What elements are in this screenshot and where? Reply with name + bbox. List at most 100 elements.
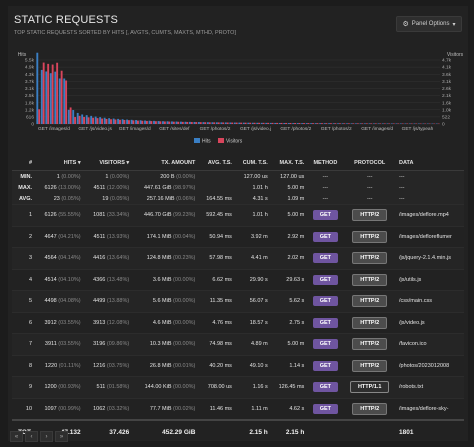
table-row[interactable]: 6 3912 (03.55%) 3913 (12.08%) 4.6 MiB (00.0… (12, 311, 464, 334)
table-row[interactable]: 10 1097 (00.99%) 1062 (03.32%) 77.7 MiB (00… (12, 397, 464, 420)
visitors-bar (78, 115, 81, 124)
hits-bar (229, 122, 232, 124)
method-badge: GET (312, 231, 339, 242)
data-cell[interactable]: /js/video.js (395, 311, 464, 334)
visitors-bar (132, 120, 135, 124)
hits-bar (148, 120, 151, 124)
x-axis-label: GET /images/d (119, 126, 151, 132)
visitors-bar (114, 119, 117, 124)
table-row[interactable]: 9 1200 (00.93%) 511 (01.58%) 144.00 KiB (00… (12, 376, 464, 398)
protocol-badge: HTTP/2 (352, 316, 388, 329)
hits-bar (328, 123, 331, 124)
method-cell: GET (307, 311, 344, 334)
last-page-button[interactable]: » (55, 431, 68, 442)
hits-bar (67, 109, 70, 124)
hits-cell: 3912 (03.55%) (35, 311, 84, 334)
hits-bar (40, 69, 43, 124)
table-row[interactable]: 2 4647 (04.21%) 4511 (13.93%) 174.1 MiB (00… (12, 225, 464, 248)
method-cell: GET (307, 290, 344, 312)
visitors-bar (42, 62, 45, 124)
column-header-max-ts[interactable]: MAX. T.S. (270, 156, 308, 171)
data-cell[interactable]: /js/utils.js (395, 268, 464, 291)
column-header-tx-amount[interactable]: TX. AMOUNT (132, 156, 199, 171)
column-header-protocol[interactable]: PROTOCOL (343, 156, 396, 171)
visitors-bar (123, 119, 126, 124)
x-axis-label: GET /js/video.js (78, 126, 112, 132)
visitors-bar (330, 123, 332, 124)
hits-bar (319, 123, 322, 124)
table-row[interactable]: 8 1220 (01.11%) 1216 (03.75%) 26.8 MiB (00.… (12, 354, 464, 377)
method-cell: --- (307, 193, 344, 205)
protocol-cell: HTTP/2 (343, 247, 396, 269)
right-tick-label: 4.1k (442, 65, 452, 71)
visitors-bar (145, 120, 148, 124)
visitors-bar (303, 123, 305, 124)
column-header-method[interactable]: METHOD (307, 156, 344, 171)
panel-subtitle: TOP STATIC REQUESTS SORTED BY HITS [, AV… (14, 30, 236, 36)
cum-ts-cell: 49.10 s (234, 354, 271, 377)
avg-ts-cell: 11.46 ms (198, 397, 235, 420)
hits-bar (193, 121, 196, 124)
column-header-cum-ts[interactable]: CUM. T.S. (234, 156, 271, 171)
data-cell[interactable]: /photos/2023012008 (395, 354, 464, 377)
data-cell[interactable]: /images/deflore.mp4 (395, 204, 464, 226)
column-header-data[interactable]: DATA (395, 156, 464, 171)
max-ts-cell: 1.14 s (270, 354, 308, 377)
panel-options-button[interactable]: ⚙ Panel Options ▾ (396, 16, 462, 32)
visitors-bar (128, 120, 130, 124)
method-cell: GET (307, 397, 344, 420)
column-header-rank[interactable]: # (12, 156, 36, 171)
x-axis-label: GET /sites/def (159, 126, 190, 132)
hits-bar (265, 122, 268, 124)
data-cell[interactable]: /images/defloreflumer (395, 225, 464, 248)
tx-amount-cell: 5.6 MiB (00.00%) (132, 290, 199, 312)
visitors-bar (87, 117, 90, 124)
hits-bar (130, 119, 133, 124)
hits-bar (355, 123, 357, 124)
table-header-row: # HITS ▾ VISITORS ▾ TX. AMOUNT AVG. T.S. CUM.… (12, 156, 464, 171)
column-header-hits[interactable]: HITS ▾ (35, 156, 84, 171)
method-cell: GET (307, 204, 344, 226)
protocol-cell: --- (343, 170, 396, 182)
hits-bar (112, 118, 115, 124)
max-ts-cell: 1.09 m (270, 193, 308, 205)
hits-bar (197, 122, 200, 124)
visitors-bar (92, 117, 94, 124)
first-page-button[interactable]: « (10, 431, 23, 442)
visitors-bar (392, 123, 395, 124)
protocol-cell: HTTP/2 (343, 290, 396, 312)
hits-bar (305, 123, 308, 124)
column-header-avg-ts[interactable]: AVG. T.S. (198, 156, 235, 171)
data-cell[interactable]: /images/deflore-sky- (395, 397, 464, 420)
prev-page-button[interactable]: ‹ (25, 431, 38, 442)
x-axis-label: GET /js/typeah (402, 126, 434, 132)
hits-bar (247, 122, 250, 124)
hits-bar (242, 122, 245, 124)
data-cell[interactable]: /css/main.css (395, 290, 464, 312)
protocol-cell: --- (343, 182, 396, 193)
data-cell[interactable]: /js/jquery-2.1.4.min.js (395, 247, 464, 269)
summary-row: AVG. 23 (0.05%) 19 (0.05%) 257.16 MiB (0.06… (12, 193, 464, 205)
table-row[interactable]: 1 6126 (55.55%) 1081 (33.34%) 446.70 GiB (9… (12, 204, 464, 226)
hits-bar (260, 122, 263, 124)
cum-ts-cell: 1.01 h (234, 182, 271, 193)
data-cell[interactable]: /robots.txt (395, 376, 464, 398)
column-header-visitors[interactable]: VISITORS ▾ (83, 156, 133, 171)
hits-bar (188, 121, 191, 124)
hits-bar (314, 123, 317, 124)
hits-bar (99, 117, 102, 124)
x-axis-label: GET /photos/2 (280, 126, 311, 132)
data-cell[interactable]: /favicon.ico (395, 333, 464, 355)
table-row[interactable]: 4 4514 (04.10%) 4366 (13.48%) 3.6 MiB (00.0… (12, 268, 464, 291)
hits-bar (117, 118, 120, 124)
table-row[interactable]: 3 4564 (04.14%) 4416 (13.64%) 124.8 MiB (00… (12, 247, 464, 269)
hits-bar (85, 115, 88, 124)
table-row[interactable]: 7 3911 (03.55%) 3196 (09.86%) 10.3 MiB (00.… (12, 333, 464, 355)
visitors-bar (361, 123, 364, 124)
table-row[interactable]: 5 4498 (04.08%) 4499 (13.88%) 5.6 MiB (00.0… (12, 290, 464, 312)
method-badge: GET (312, 403, 339, 414)
cum-ts-cell: 4.31 s (234, 193, 271, 205)
hits-visitors-chart: Hits Visitors5.5k4.9k4.3k3.7k3.1k2.5k1.8k… (18, 52, 464, 145)
next-page-button[interactable]: › (40, 431, 53, 442)
